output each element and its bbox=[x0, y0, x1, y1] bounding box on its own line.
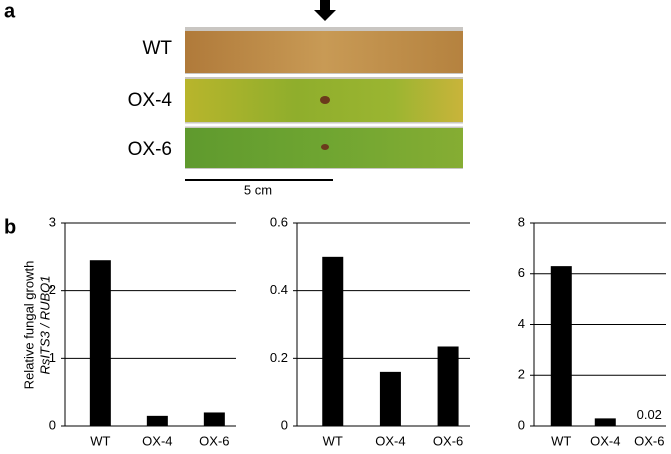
y-tick-label: 6 bbox=[518, 265, 525, 280]
arrow bbox=[314, 0, 336, 21]
bar bbox=[146, 415, 168, 426]
y-tick-label: 8 bbox=[518, 214, 525, 229]
panel-label: a bbox=[4, 0, 16, 22]
bar bbox=[322, 256, 344, 426]
x-tick-label: OX-4 bbox=[590, 433, 620, 448]
x-tick-label: OX-4 bbox=[375, 433, 405, 448]
bar bbox=[638, 425, 660, 426]
x-tick-label: WT bbox=[551, 433, 571, 448]
value-label: 0.02 bbox=[637, 407, 662, 422]
y-tick-label: 2 bbox=[518, 367, 525, 382]
y-axis-label: RsITS3 / RUBQ1 bbox=[37, 276, 52, 375]
scale-label: 5 cm bbox=[244, 182, 272, 197]
bar bbox=[203, 412, 225, 426]
x-tick-label: OX-6 bbox=[199, 433, 229, 448]
panel-label: b bbox=[4, 216, 16, 238]
row-label: OX-6 bbox=[128, 139, 172, 160]
y-tick-label: 2 bbox=[49, 282, 56, 297]
bar bbox=[89, 260, 111, 426]
bar bbox=[594, 418, 616, 426]
y-axis-label: Relative fungal growth bbox=[21, 261, 36, 390]
lesion bbox=[320, 96, 330, 104]
x-tick-label: WT bbox=[323, 433, 343, 448]
row-label: WT bbox=[142, 38, 172, 59]
bar bbox=[379, 371, 401, 426]
x-tick-label: OX-6 bbox=[433, 433, 463, 448]
leaf bbox=[185, 31, 463, 73]
x-tick-label: OX-4 bbox=[142, 433, 172, 448]
y-tick-label: 0 bbox=[281, 417, 288, 432]
y-tick-label: 0.6 bbox=[270, 214, 288, 229]
x-tick-label: WT bbox=[90, 433, 110, 448]
y-tick-label: 1 bbox=[49, 350, 56, 365]
y-tick-label: 0.2 bbox=[270, 350, 288, 365]
y-tick-label: 0 bbox=[49, 417, 56, 432]
bar bbox=[437, 346, 459, 426]
y-tick-label: 3 bbox=[49, 214, 56, 229]
y-tick-label: 0.4 bbox=[270, 282, 288, 297]
row-label: OX-4 bbox=[128, 90, 173, 111]
bar bbox=[550, 266, 572, 426]
y-tick-label: 4 bbox=[518, 316, 525, 331]
y-tick-label: 0 bbox=[518, 417, 525, 432]
lesion bbox=[321, 144, 329, 150]
x-tick-label: OX-6 bbox=[634, 433, 664, 448]
